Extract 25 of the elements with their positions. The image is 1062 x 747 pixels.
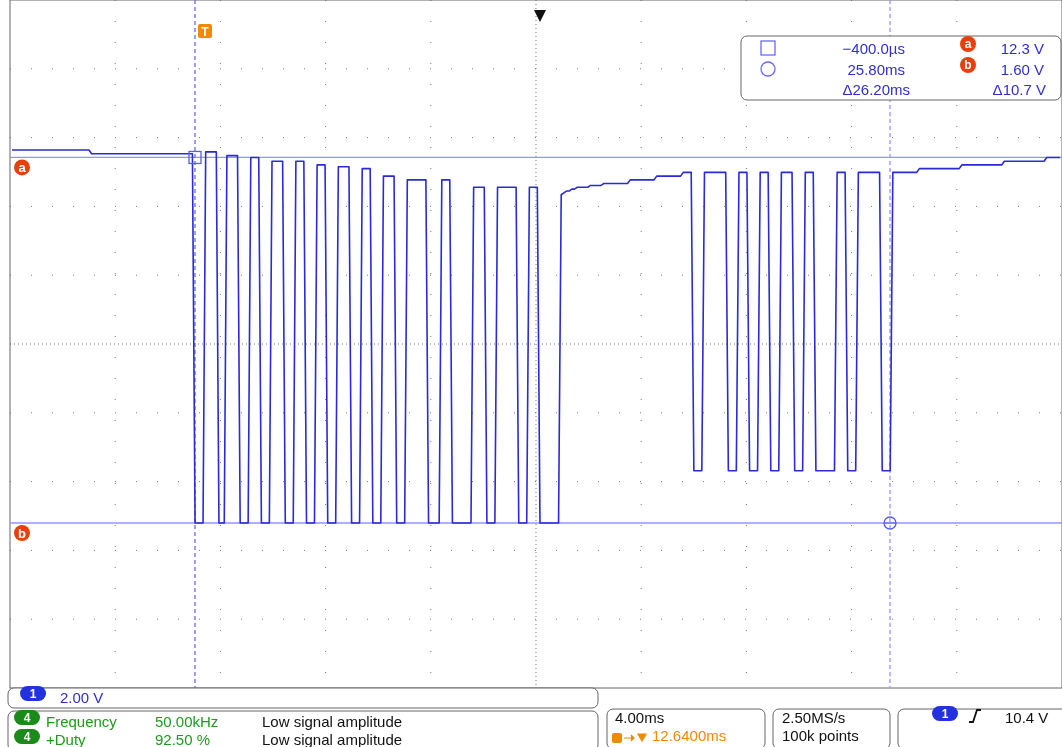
text: 4: [23, 730, 31, 744]
text: T: [201, 25, 210, 39]
ref-line-label: b: [18, 525, 27, 541]
text: 12.3 V: [1000, 40, 1044, 57]
ref-line-label: a: [18, 159, 27, 175]
text: a: [964, 37, 972, 51]
text: 4.00ms: [615, 709, 665, 726]
text: 1: [29, 687, 37, 701]
text: Low signal amplitude: [262, 713, 403, 730]
text: 12.6400ms: [652, 727, 727, 744]
text: 1: [941, 707, 949, 721]
text: 25.80ms: [847, 61, 905, 78]
text: b: [964, 58, 972, 72]
text: 1.60 V: [1000, 61, 1044, 78]
text: 2.50MS/s: [782, 709, 846, 726]
text: Frequency: [46, 713, 118, 730]
text: −400.0µs: [842, 40, 905, 57]
text: 2.00 V: [60, 689, 104, 706]
text: 100k points: [782, 727, 859, 744]
text: 10.4 V: [1005, 709, 1049, 726]
text: 4: [23, 711, 31, 725]
text: Δ26.20ms: [842, 81, 910, 98]
text: Δ10.7 V: [992, 81, 1046, 98]
text: 92.50 %: [155, 731, 211, 747]
text: 50.00kHz: [155, 713, 219, 730]
